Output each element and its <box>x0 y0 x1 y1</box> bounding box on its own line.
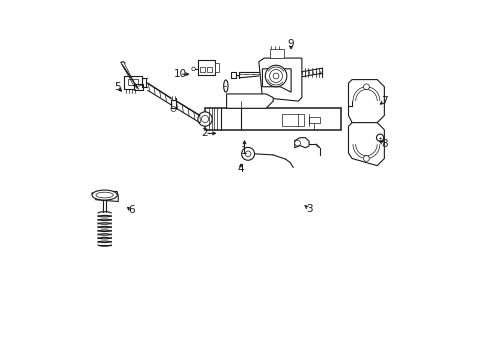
Circle shape <box>294 140 300 146</box>
Text: 5: 5 <box>114 82 120 92</box>
Circle shape <box>241 147 254 160</box>
Circle shape <box>244 151 250 157</box>
Bar <box>282 114 303 126</box>
Text: 1: 1 <box>241 146 247 156</box>
Bar <box>200 67 205 72</box>
Bar <box>215 63 219 72</box>
Text: 10: 10 <box>173 69 186 79</box>
Text: 3: 3 <box>305 204 312 214</box>
Ellipse shape <box>223 80 227 92</box>
Text: 9: 9 <box>287 39 294 49</box>
Circle shape <box>171 107 176 112</box>
Bar <box>269 49 284 58</box>
Circle shape <box>201 116 208 123</box>
Polygon shape <box>92 192 118 202</box>
Circle shape <box>191 67 195 71</box>
Circle shape <box>265 65 286 87</box>
Text: 7: 7 <box>380 96 387 106</box>
Polygon shape <box>226 94 273 108</box>
Text: 6: 6 <box>128 206 135 216</box>
Text: 2: 2 <box>202 129 208 138</box>
Bar <box>128 78 138 85</box>
Circle shape <box>376 134 383 141</box>
Bar <box>204 108 341 130</box>
Bar <box>198 60 215 75</box>
Text: 4: 4 <box>237 164 244 174</box>
Text: 8: 8 <box>380 139 387 149</box>
Polygon shape <box>348 123 384 166</box>
Bar <box>134 84 143 90</box>
Ellipse shape <box>92 190 117 200</box>
Polygon shape <box>348 80 384 123</box>
Circle shape <box>269 69 282 82</box>
Circle shape <box>363 84 368 90</box>
Circle shape <box>273 73 278 79</box>
Polygon shape <box>258 58 301 101</box>
Circle shape <box>198 112 212 126</box>
Bar <box>207 67 212 72</box>
Polygon shape <box>294 138 308 148</box>
Ellipse shape <box>96 192 113 198</box>
Bar <box>124 76 142 89</box>
Bar <box>230 72 235 78</box>
Bar <box>308 117 319 123</box>
Polygon shape <box>262 69 290 92</box>
Circle shape <box>363 156 368 161</box>
